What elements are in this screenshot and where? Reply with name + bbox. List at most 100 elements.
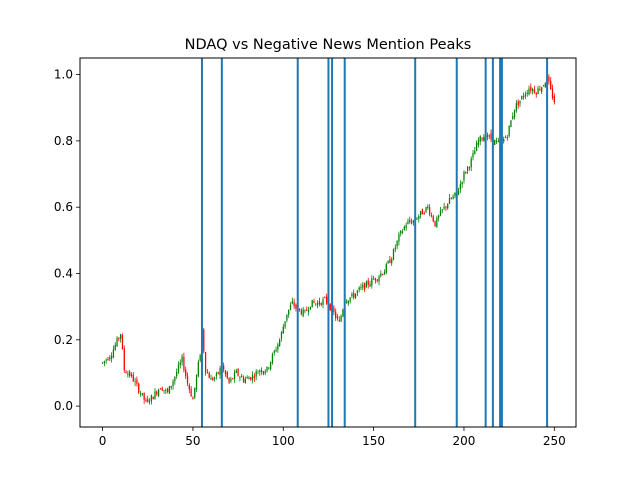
candle-body — [302, 309, 304, 317]
candle-body — [517, 101, 519, 106]
candle-body — [533, 89, 536, 93]
candle-body — [508, 125, 510, 136]
candle-body — [425, 207, 427, 212]
candle-body — [394, 247, 396, 250]
candle-body — [421, 209, 424, 215]
candle-body — [539, 89, 541, 91]
candle-body — [190, 388, 192, 397]
candle-body — [134, 381, 136, 383]
candle-body — [121, 335, 124, 349]
candle-body — [154, 391, 156, 400]
candle-body — [237, 369, 239, 376]
candle-body — [217, 372, 219, 374]
candle-body — [208, 372, 210, 379]
candle-body — [192, 397, 194, 400]
candle-body — [495, 140, 498, 142]
candle-body — [358, 287, 360, 290]
candle-body — [450, 198, 452, 200]
candle-body — [242, 377, 245, 382]
candle-body — [380, 273, 382, 277]
candle-body — [392, 249, 395, 260]
candle-body — [210, 378, 212, 380]
candle-body — [123, 348, 125, 371]
plot-frame — [79, 57, 577, 428]
x-tick-label: 250 — [543, 434, 566, 448]
candle-body — [515, 103, 518, 111]
candle-body — [159, 388, 162, 390]
candle-body — [183, 356, 185, 371]
candle-body — [474, 150, 476, 155]
candle-body — [129, 371, 131, 376]
candle-body — [374, 278, 377, 281]
candle-body — [170, 385, 172, 388]
candle-body — [405, 225, 407, 229]
candle-body — [372, 278, 375, 280]
candle-body — [459, 184, 461, 190]
candle-body — [465, 172, 467, 174]
candle-body — [497, 140, 499, 142]
candle-body — [430, 215, 433, 217]
candle-body — [295, 304, 297, 309]
chart-title: NDAQ vs Negative News Mention Peaks — [185, 37, 472, 53]
candle-body — [275, 349, 277, 352]
candle-body — [219, 368, 221, 375]
candle-body — [382, 274, 384, 276]
candle-body — [410, 221, 413, 224]
candle-body — [436, 217, 438, 228]
candle-body — [412, 220, 415, 223]
candle-body — [479, 136, 481, 142]
candle-body — [255, 371, 257, 377]
candle-body — [389, 259, 391, 264]
candle-body — [468, 167, 471, 169]
candle-body — [483, 136, 485, 142]
candle-body — [335, 311, 337, 318]
candle-body — [226, 372, 228, 379]
candle-body — [322, 299, 324, 305]
candle-body — [264, 371, 266, 374]
candle-body — [194, 387, 196, 398]
candle-body — [167, 388, 169, 392]
candle-body — [400, 230, 402, 234]
candle-body — [241, 376, 243, 378]
candle-body — [340, 315, 342, 322]
candle-body — [260, 370, 263, 373]
candle-body — [174, 376, 176, 382]
candle-body — [148, 401, 151, 403]
candle-body — [438, 215, 440, 218]
candle-body — [486, 135, 489, 137]
candle-body — [326, 296, 328, 304]
candle-body — [107, 358, 109, 360]
candle-body — [143, 392, 145, 400]
candle-body — [351, 293, 353, 297]
candle-body — [212, 377, 214, 380]
candle-body — [244, 378, 246, 383]
candle-body — [105, 359, 107, 361]
x-tick-label: 100 — [272, 434, 295, 448]
candle-body — [197, 361, 199, 377]
candle-body — [434, 220, 436, 227]
candle-body — [120, 334, 122, 339]
candle-body — [110, 356, 113, 359]
candle-body — [452, 196, 454, 199]
candle-body — [313, 301, 315, 303]
candle-body — [432, 216, 434, 222]
candle-body — [401, 231, 404, 233]
candle-body — [510, 120, 512, 127]
candle-body — [130, 374, 133, 377]
candle-body — [306, 309, 308, 311]
candle-body — [127, 373, 129, 375]
candle-body — [259, 370, 261, 373]
candle-body — [544, 83, 546, 88]
candle-body — [353, 293, 355, 298]
candle-body — [132, 374, 134, 382]
candle-body — [537, 88, 539, 95]
candle-body — [363, 283, 366, 290]
candle-body — [362, 284, 364, 288]
candle-body — [342, 309, 344, 317]
candle-body — [345, 301, 348, 303]
candle-body — [161, 388, 163, 391]
candle-body — [457, 190, 460, 195]
candle-body — [279, 339, 281, 346]
candle-body — [289, 305, 292, 310]
